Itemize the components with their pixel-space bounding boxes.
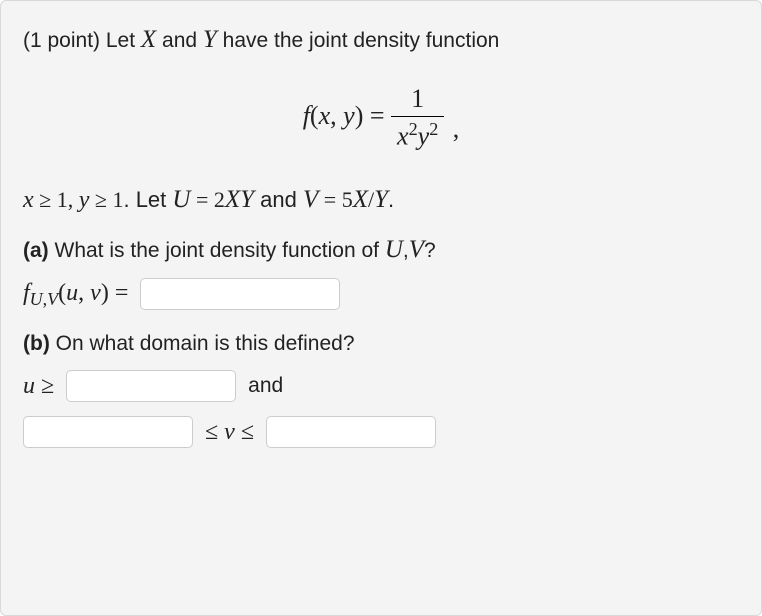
let-text: . Let xyxy=(123,187,172,212)
v-upper-input[interactable] xyxy=(266,416,436,448)
formula-f: f xyxy=(303,100,310,129)
problem-container: (1 point) Let X and Y have the joint den… xyxy=(0,0,762,616)
part-b-label: (b) xyxy=(23,332,50,355)
density-lhs: fU,V(u, v) = xyxy=(23,279,128,310)
and-text: and xyxy=(254,187,303,212)
var-x-cap2: X xyxy=(225,186,240,213)
formula-tail-comma: , xyxy=(453,114,460,143)
points-label: (1 point) xyxy=(23,29,100,52)
part-b-question: (b) On what domain is this defined? xyxy=(23,328,739,360)
and-label: and xyxy=(248,374,283,398)
formula-fraction: 1 x2y2 xyxy=(391,84,444,152)
part-a-text: What is the joint density function of xyxy=(49,239,385,262)
part-a-qmark: ? xyxy=(424,239,436,262)
period: . xyxy=(388,187,394,212)
formula-denominator: x2y2 xyxy=(391,117,444,152)
part-a-v: V xyxy=(409,236,424,263)
domain-y: y xyxy=(79,187,90,213)
v-lower-input[interactable] xyxy=(23,416,193,448)
le-v-le-label: ≤ v ≤ xyxy=(205,418,254,446)
part-a-answer-row: fU,V(u, v) = xyxy=(23,278,739,310)
density-formula: f(x, y) = 1 x2y2 , xyxy=(23,84,739,152)
part-a-u: U xyxy=(385,236,403,263)
domain-ge1b: ≥ 1 xyxy=(89,187,123,212)
domain-ge1a: ≥ 1, xyxy=(34,187,79,212)
u-lower-input[interactable] xyxy=(66,370,236,402)
intro-line: (1 point) Let X and Y have the joint den… xyxy=(23,21,739,59)
eq-5: = 5 xyxy=(318,187,352,212)
formula-comma: , xyxy=(330,100,343,129)
part-a-question: (a) What is the joint density function o… xyxy=(23,231,739,269)
intro-prefix: Let xyxy=(100,29,141,52)
var-x-cap3: X xyxy=(353,186,368,213)
intro-and: and xyxy=(156,29,203,52)
part-b-u-row: u ≥ and xyxy=(23,370,739,402)
var-u-cap: U xyxy=(172,186,190,213)
var-y-cap: Y xyxy=(203,26,217,53)
var-v-cap: V xyxy=(303,186,318,213)
var-y-cap2: Y xyxy=(240,186,254,213)
intro-suffix: have the joint density function xyxy=(217,29,500,52)
domain-x: x xyxy=(23,187,34,213)
part-b-v-row: ≤ v ≤ xyxy=(23,416,739,448)
part-b-text: On what domain is this defined? xyxy=(50,332,355,355)
formula-x: x xyxy=(319,100,331,129)
var-x-cap: X xyxy=(141,26,156,53)
u-ge-label: u ≥ xyxy=(23,372,54,400)
domain-line: x ≥ 1, y ≥ 1. Let U = 2XY and V = 5X/Y. xyxy=(23,181,739,219)
part-a-label: (a) xyxy=(23,239,49,262)
var-y-cap3: Y xyxy=(374,186,388,213)
formula-numerator: 1 xyxy=(391,84,444,117)
formula-y: y xyxy=(343,100,355,129)
formula-close-eq: ) = xyxy=(355,100,391,129)
eq-2xy: = 2 xyxy=(190,187,224,212)
formula-open: ( xyxy=(310,100,319,129)
density-input[interactable] xyxy=(140,278,340,310)
